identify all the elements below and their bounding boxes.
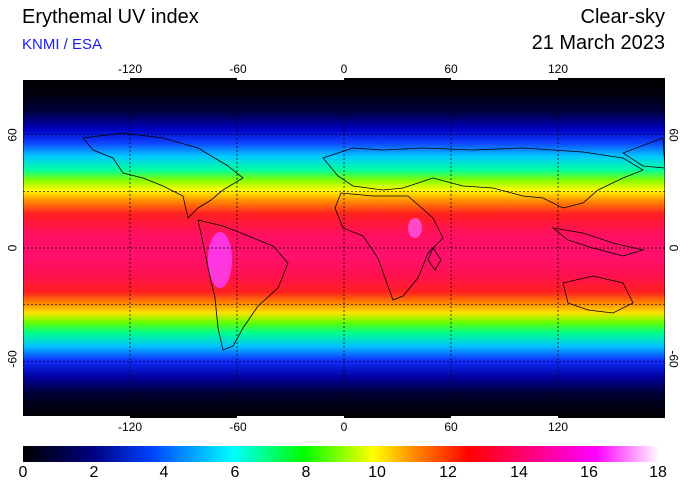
lon-label-bottom: 60 <box>444 420 458 434</box>
colorbar-label: 16 <box>580 464 598 481</box>
lat-label-left: 0 <box>5 244 20 252</box>
uv-index-map <box>23 78 665 418</box>
lon-label-top: 120 <box>547 62 569 76</box>
coastlines <box>82 132 665 351</box>
credit-label: KNMI / ESA <box>22 36 103 53</box>
colorbar-label: 14 <box>510 464 528 481</box>
lat-label-right: 60 <box>666 128 681 142</box>
sky-mode-label: Clear-sky <box>580 6 665 28</box>
date-label: 21 March 2023 <box>531 32 665 54</box>
lon-label-top: -60 <box>229 62 247 76</box>
lon-label-top: 60 <box>444 62 458 76</box>
lon-label-top: 0 <box>340 62 348 76</box>
lon-label-bottom: -120 <box>117 420 143 434</box>
lat-label-right: 0 <box>666 244 681 252</box>
colorbar-label: 4 <box>159 464 169 481</box>
lat-label-left: -60 <box>5 350 20 368</box>
lon-label-bottom: 120 <box>547 420 569 434</box>
andes-hotspot <box>208 232 232 288</box>
lon-label-top: -120 <box>117 62 143 76</box>
lat-label-left: 60 <box>5 128 20 142</box>
graticule <box>23 78 665 418</box>
east-africa-hotspot <box>408 218 422 238</box>
map-title: Erythemal UV index <box>22 6 199 28</box>
lat-label-right: -60 <box>666 350 681 368</box>
colorbar-label: 8 <box>301 464 311 481</box>
colorbar-label: 2 <box>89 464 99 481</box>
lon-label-bottom: -60 <box>229 420 247 434</box>
colorbar-label: 12 <box>439 464 457 481</box>
colorbar-label: 6 <box>230 464 240 481</box>
uv-colorbar <box>23 446 660 462</box>
colorbar-label: 10 <box>368 464 386 481</box>
map-frame <box>23 78 665 418</box>
lon-label-bottom: 0 <box>340 420 348 434</box>
colorbar-label: 18 <box>649 464 667 481</box>
colorbar-label: 0 <box>18 464 28 481</box>
